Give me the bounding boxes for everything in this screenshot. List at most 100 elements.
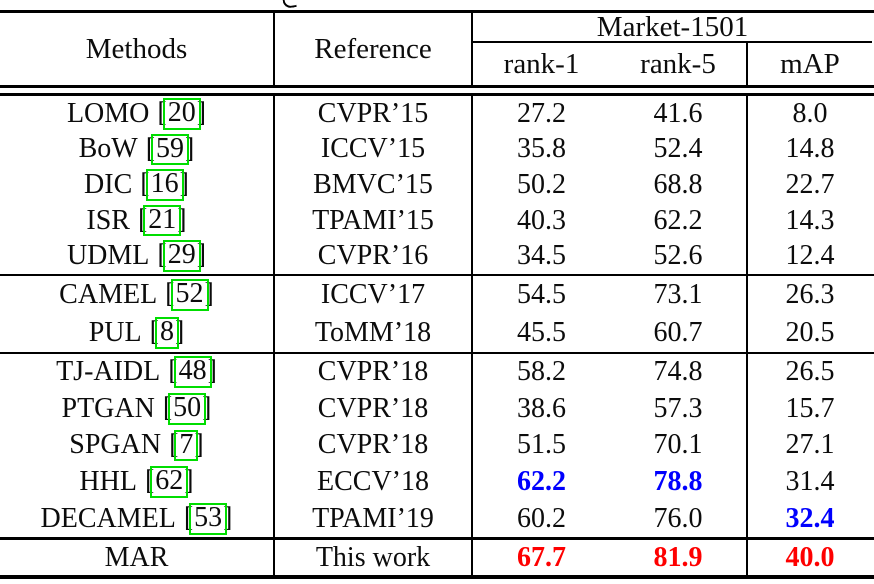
bottom-margin <box>0 579 874 584</box>
map-cell: 32.4 <box>785 502 835 534</box>
citation-number[interactable]: 52 <box>170 279 209 311</box>
citation[interactable]: [62] <box>144 465 194 498</box>
rank5-cell: 52.4 <box>610 131 748 168</box>
citation[interactable]: [20] <box>157 96 207 130</box>
citation[interactable]: [52] <box>165 278 214 311</box>
method-cell: UDML [29] <box>0 238 275 274</box>
method-name: MAR <box>104 541 169 573</box>
citation[interactable]: [53] <box>183 501 233 535</box>
rank1-cell: 34.5 <box>517 240 566 272</box>
rank5-cell: 70.1 <box>610 427 748 464</box>
rank1-cell: 45.5 <box>517 317 566 348</box>
map-cell: 8.0 <box>792 97 828 129</box>
rank5-cell: 41.6 <box>610 96 748 132</box>
citation[interactable]: [7] <box>169 428 204 462</box>
citation-number[interactable]: 53 <box>189 502 228 535</box>
group-separator-1 <box>0 274 874 276</box>
rank5-cell: 60.7 <box>610 314 748 352</box>
reference-cell: ToMM’18 <box>275 314 473 352</box>
citation-number[interactable]: 50 <box>168 393 207 425</box>
rank5-cell: 68.8 <box>610 167 748 203</box>
table-row: BoW [59] ICCV’15 35.8 52.4 14.8 <box>0 131 874 168</box>
header-subcolumns: rank-1 rank-5 mAP <box>473 43 872 85</box>
method-cell: PUL [8] <box>0 314 275 352</box>
rank5-cell: 76.0 <box>610 500 748 537</box>
reference-cell: CVPR’15 <box>275 96 473 132</box>
method-name: DIC <box>84 168 133 200</box>
map-cell: 14.3 <box>785 204 835 236</box>
table-row: PUL [8] ToMM’18 45.5 60.7 20.5 <box>0 314 874 352</box>
citation[interactable]: [16] <box>140 168 189 201</box>
citation-number[interactable]: 21 <box>143 204 182 237</box>
method-cell: SPGAN [7] <box>0 427 275 464</box>
rank1-cell: 62.2 <box>517 466 566 498</box>
double-rule-upper <box>0 85 874 88</box>
map-cell: 14.8 <box>785 133 835 165</box>
citation-number[interactable]: 20 <box>162 97 201 130</box>
rank1-cell: 35.8 <box>517 133 566 165</box>
method-cell: ISR [21] <box>0 202 275 239</box>
citation[interactable]: [29] <box>157 239 207 273</box>
header-reference: Reference <box>275 13 473 85</box>
map-cell: 40.0 <box>785 541 835 573</box>
header-methods: Methods <box>0 13 275 85</box>
reference-cell: ECCV’18 <box>275 463 473 501</box>
table-row: UDML [29] CVPR’16 34.5 52.6 12.4 <box>0 238 874 274</box>
method-name: ISR <box>86 204 130 236</box>
method-name: BoW <box>78 133 138 165</box>
rank1-cell: 58.2 <box>517 356 566 388</box>
citation[interactable]: [8] <box>149 316 185 349</box>
table-row: SPGAN [7] CVPR’18 51.5 70.1 27.1 <box>0 427 874 464</box>
method-name: LOMO <box>66 97 150 129</box>
header-dataset-name: Market-1501 <box>596 10 749 43</box>
map-cell: 12.4 <box>785 240 835 272</box>
table-row: ISR [21] TPAMI’15 40.3 62.2 14.3 <box>0 202 874 239</box>
group-separator-2 <box>0 352 874 354</box>
reference-cell: TPAMI’19 <box>275 500 473 537</box>
citation[interactable]: [21] <box>137 203 187 237</box>
method-name: TJ-AIDL <box>56 356 161 388</box>
citation[interactable]: [50] <box>162 392 212 425</box>
rank1-cell: 60.2 <box>517 502 566 534</box>
method-name: UDML <box>66 240 150 272</box>
citation-number[interactable]: 48 <box>173 356 212 389</box>
method-cell: TJ-AIDL [48] <box>0 354 275 391</box>
rank1-cell: 27.2 <box>517 97 566 129</box>
header-dataset-rule <box>473 41 872 43</box>
citation-number[interactable]: 16 <box>145 169 184 201</box>
table-row: DECAMEL [53] TPAMI’19 60.2 76.0 32.4 <box>0 500 874 537</box>
reference-cell: This work <box>275 540 473 575</box>
map-cell: 22.7 <box>785 168 835 200</box>
table-row: CAMEL [52] ICCV’17 54.5 73.1 26.3 <box>0 276 874 314</box>
map-cell: 20.5 <box>785 317 835 348</box>
table-row: HHL [62] ECCV’18 62.2 78.8 31.4 <box>0 463 874 501</box>
method-name: SPGAN <box>69 429 162 461</box>
double-rule-lower <box>0 93 874 96</box>
reference-cell: CVPR’18 <box>275 427 473 464</box>
citation[interactable]: [48] <box>168 355 217 389</box>
method-cell: LOMO [20] <box>0 96 275 132</box>
table-rule-bottom <box>0 575 874 579</box>
rank5-cell: 62.2 <box>610 202 748 239</box>
citation-number[interactable]: 7 <box>174 429 199 462</box>
map-cell: 26.5 <box>785 356 835 388</box>
table-row: TJ-AIDL [48] CVPR’18 58.2 74.8 26.5 <box>0 354 874 391</box>
citation-number[interactable]: 29 <box>162 240 201 273</box>
method-cell: DIC [16] <box>0 167 275 203</box>
citation-number[interactable]: 8 <box>154 317 179 349</box>
table-header: Methods Reference Market-1501 rank-1 ran… <box>0 10 874 85</box>
map-cell: 26.3 <box>785 279 835 310</box>
citation-number[interactable]: 59 <box>151 133 190 166</box>
reference-cell: CVPR’18 <box>275 354 473 391</box>
reference-cell: TPAMI’15 <box>275 202 473 239</box>
method-group-unsupervised: CAMEL [52] ICCV’17 54.5 73.1 26.3 PUL [8] ToMM’1… <box>0 276 874 352</box>
reference-cell: CVPR’16 <box>275 238 473 274</box>
top-margin <box>0 0 874 10</box>
rank5-cell: 78.8 <box>610 463 748 501</box>
citation[interactable]: [59] <box>145 132 195 166</box>
method-group-ours: MAR This work 67.7 81.9 40.0 <box>0 540 874 575</box>
citation-number[interactable]: 62 <box>150 466 189 498</box>
reference-cell: CVPR’18 <box>275 390 473 428</box>
method-cell: BoW [59] <box>0 131 275 168</box>
rank1-cell: 40.3 <box>517 204 566 236</box>
